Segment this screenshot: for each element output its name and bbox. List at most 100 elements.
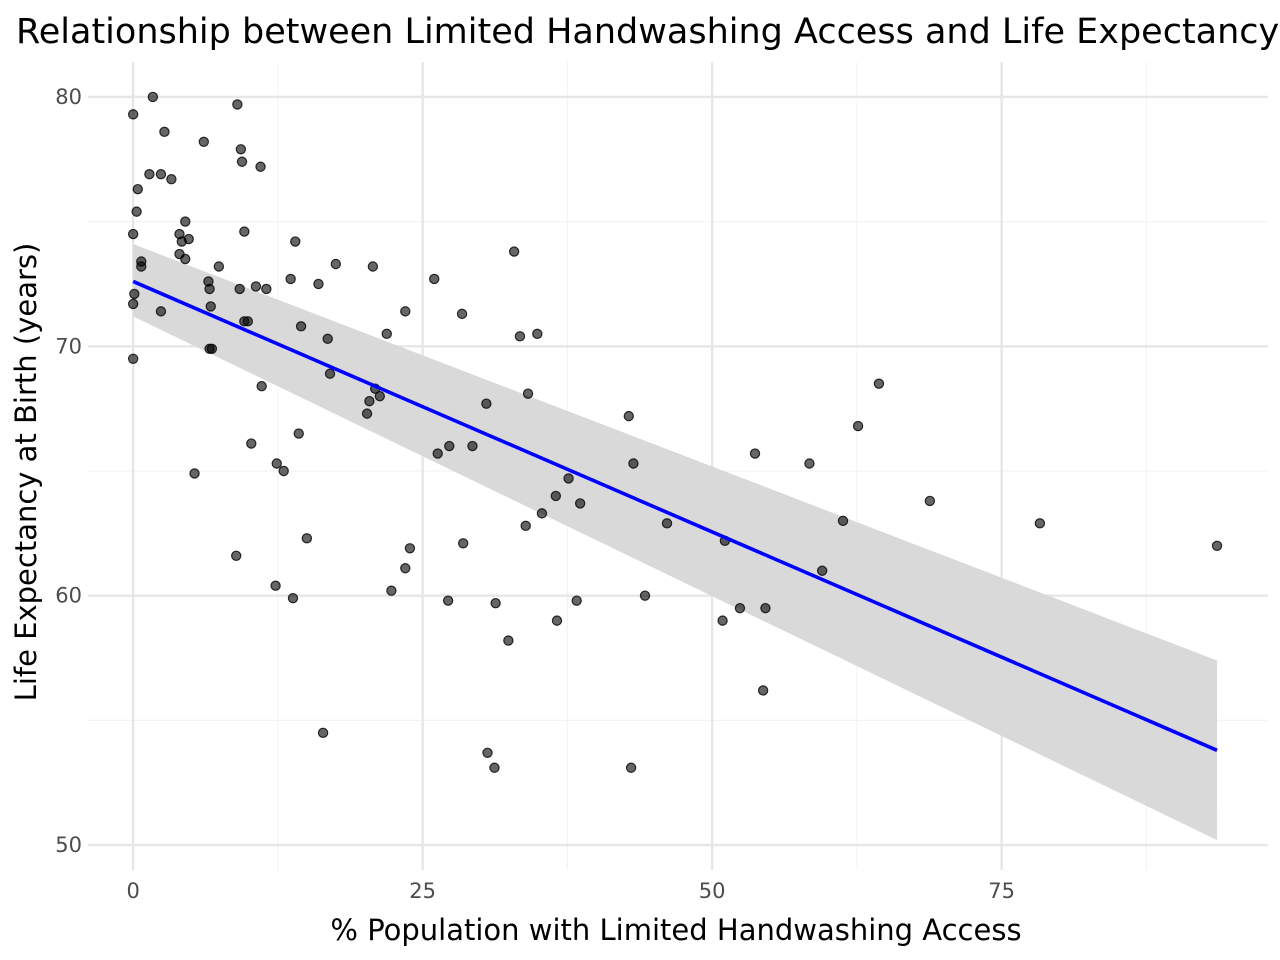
data-point — [155, 169, 167, 180]
data-point — [293, 428, 304, 439]
data-point — [144, 169, 155, 180]
data-point — [760, 602, 771, 614]
data-point — [250, 281, 262, 292]
data-point — [180, 216, 191, 227]
x-axis-label: % Population with Limited Handwashing Ac… — [330, 913, 1021, 947]
y-tick-label: 60 — [55, 584, 82, 608]
data-point — [322, 333, 333, 345]
data-point — [183, 233, 194, 245]
data-point — [837, 515, 849, 527]
data-point — [180, 253, 191, 265]
data-point — [490, 597, 501, 609]
data-point — [429, 273, 440, 285]
data-point — [295, 321, 307, 332]
data-point — [400, 306, 411, 317]
x-tick-label: 0 — [126, 879, 139, 903]
data-point — [661, 518, 673, 529]
data-point — [536, 508, 548, 519]
data-point — [189, 468, 200, 479]
data-point — [136, 261, 147, 272]
data-point — [852, 420, 864, 432]
data-point — [508, 246, 520, 257]
data-point — [290, 236, 301, 247]
data-point — [361, 408, 373, 419]
data-point — [324, 368, 336, 379]
y-tick-label: 50 — [55, 833, 82, 857]
data-point — [444, 440, 455, 452]
confidence-ribbon-layer — [133, 244, 1218, 841]
data-point — [367, 261, 379, 272]
data-point — [155, 306, 167, 317]
data-point — [514, 331, 526, 342]
data-point — [623, 410, 634, 422]
data-point — [330, 258, 342, 270]
data-point — [261, 283, 272, 295]
data-point — [503, 635, 514, 646]
data-point — [386, 585, 397, 596]
data-point — [400, 563, 411, 574]
trend-line-layer — [132, 279, 1218, 752]
data-point — [239, 226, 250, 237]
x-tick-label: 50 — [699, 879, 726, 903]
data-point — [205, 301, 216, 312]
data-point — [467, 440, 478, 452]
data-point — [127, 109, 139, 120]
data-point — [481, 398, 492, 409]
data-point — [1034, 518, 1046, 529]
data-point — [532, 328, 543, 340]
data-point — [213, 261, 225, 272]
data-point — [404, 543, 416, 554]
data-point — [235, 144, 247, 155]
data-point — [816, 565, 828, 576]
data-point — [129, 288, 140, 300]
data-point — [301, 533, 313, 544]
data-point — [1211, 540, 1223, 552]
data-point — [628, 458, 639, 469]
data-point — [550, 490, 562, 502]
data-point — [270, 580, 281, 591]
data-point — [204, 283, 215, 295]
data-point — [432, 448, 443, 459]
data-point — [457, 538, 469, 549]
data-point — [271, 458, 282, 469]
data-point — [456, 308, 468, 320]
data-point — [147, 91, 159, 103]
data-point — [127, 353, 139, 364]
data-point — [563, 473, 574, 484]
data-point — [236, 156, 248, 167]
confidence-ribbon — [133, 244, 1218, 841]
data-point — [313, 278, 324, 290]
data-point — [246, 438, 257, 449]
x-tick-label: 75 — [988, 879, 1015, 903]
data-point — [278, 465, 289, 477]
data-point — [757, 685, 769, 696]
data-point — [571, 595, 582, 606]
data-point — [285, 273, 296, 285]
y-tick-label: 80 — [55, 85, 82, 109]
data-point — [442, 595, 454, 606]
data-point — [489, 762, 500, 773]
data-point — [522, 388, 534, 399]
y-tick-label: 70 — [55, 334, 82, 358]
x-tick-label: 25 — [409, 879, 436, 903]
tick-labels-layer: 0 25 50 75 50 60 70 80 — [55, 85, 1015, 903]
data-point — [520, 520, 531, 532]
data-point — [482, 747, 493, 758]
data-point — [256, 380, 267, 392]
data-point — [717, 615, 728, 626]
data-point — [804, 458, 815, 469]
data-point — [206, 343, 218, 354]
y-axis-label: Life Expectancy at Birth (years) — [9, 243, 43, 702]
trend-line — [132, 279, 1218, 752]
data-point — [242, 316, 254, 327]
data-point — [873, 378, 885, 389]
data-point — [374, 390, 386, 402]
data-point — [574, 498, 586, 509]
chart-title: Relationship between Limited Handwashing… — [16, 12, 1279, 52]
data-point — [255, 161, 266, 172]
data-point — [551, 615, 563, 626]
data-point — [131, 206, 142, 217]
data-point — [132, 183, 143, 195]
data-point — [749, 448, 761, 459]
data-point — [639, 590, 651, 601]
